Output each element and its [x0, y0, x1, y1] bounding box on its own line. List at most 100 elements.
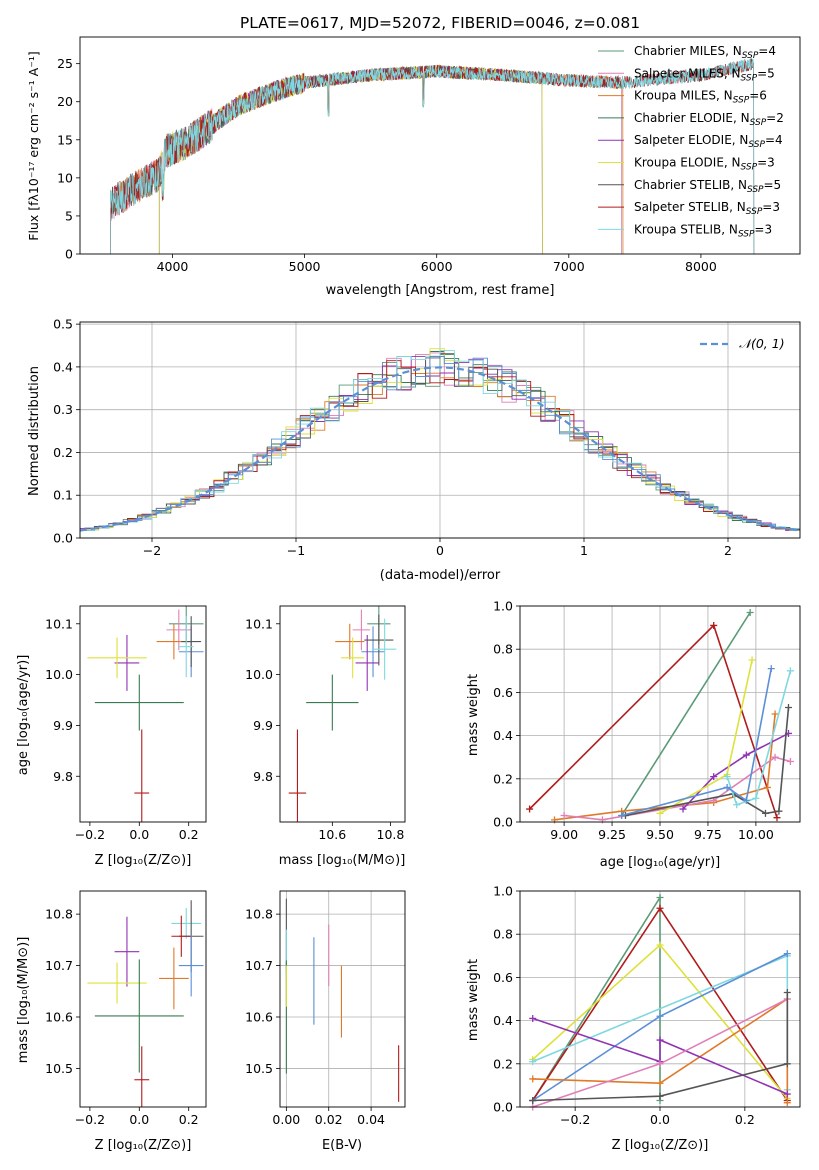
- y-tick-label: 10.7: [45, 958, 73, 973]
- weight-point-marker: [783, 989, 791, 997]
- y-tick-label: 0.1: [53, 488, 73, 503]
- weight-point-marker: [748, 656, 756, 664]
- x-tick-label: 0: [436, 543, 444, 558]
- x-tick-label: −0.2: [560, 1112, 590, 1127]
- y-tick-label: 10: [57, 170, 73, 185]
- weight-point-marker: [656, 904, 664, 912]
- spectrum-ylabel: Flux [fλ10⁻¹⁷ erg cm⁻² s⁻¹ A⁻¹]: [26, 51, 41, 240]
- x-tick-label: 0.2: [179, 827, 199, 842]
- x-tick-label: 6000: [421, 259, 453, 274]
- weight-point-marker: [742, 751, 750, 759]
- weight-point-marker: [786, 667, 794, 675]
- axes-frame: [79, 605, 207, 823]
- weight-point-marker: [775, 807, 783, 815]
- weight-point-marker: [767, 665, 775, 673]
- weight-point-marker: [679, 805, 687, 813]
- x-tick-label: 9.00: [550, 827, 578, 842]
- weight-point-marker: [763, 783, 771, 791]
- mass-Z-xlabel: Z [log₁₀(Z/Z⊙)]: [95, 1138, 192, 1153]
- y-tick-label: 10.0: [245, 667, 273, 682]
- y-tick-label: 10.5: [45, 1061, 73, 1076]
- age-Z-ylabel: age [log₁₀(age/yr)]: [16, 655, 31, 776]
- weight-point-marker: [656, 1036, 664, 1044]
- x-tick-label: −0.2: [75, 827, 105, 842]
- legend-label: 𝒩(0, 1): [739, 336, 785, 351]
- weight-point-marker: [656, 941, 664, 949]
- axes-frame: [519, 890, 801, 1108]
- weight-series-line: [625, 707, 790, 817]
- x-tick-label: 0.00: [272, 1112, 300, 1127]
- x-tick-label: 9.50: [646, 827, 674, 842]
- x-tick-label: 9.75: [694, 827, 722, 842]
- x-tick-label: 0.0: [129, 827, 149, 842]
- weight-point-marker: [529, 1014, 537, 1022]
- y-tick-label: 0.3: [53, 402, 73, 417]
- legend-label: Kroupa STELIB, NSSP=3: [634, 222, 772, 239]
- y-tick-label: 10.6: [45, 1010, 73, 1025]
- y-tick-label: 0.8: [493, 642, 513, 657]
- weight-point-marker: [784, 704, 792, 712]
- weight-vs-age-panel: age [log₁₀(age/yr)] mass weight 9.00 9.25…: [466, 599, 801, 870]
- spectrum-series-line: [110, 64, 624, 254]
- weight-point-marker: [783, 1090, 791, 1098]
- weight-point-marker: [723, 773, 731, 781]
- y-tick-label: 10.1: [245, 616, 273, 631]
- weight-point-marker: [783, 950, 791, 958]
- y-tick-label: 0.4: [493, 728, 513, 743]
- legend-label: Salpeter ELODIE, NSSP=4: [634, 133, 783, 150]
- axes-frame: [519, 605, 801, 823]
- spectrum-series-line: [110, 58, 755, 254]
- residuals-ylabel: Normed distribution: [27, 366, 42, 496]
- y-tick-label: 0.4: [53, 359, 73, 374]
- mass-vs-ebv-panel: E(B-V) 0.00 0.02 0.04 10.5 10.6 10.7 10.8: [245, 890, 406, 1153]
- y-tick-label: 9.9: [253, 718, 273, 733]
- y-tick-label: 0.0: [53, 531, 73, 546]
- x-tick-label: 10.6: [318, 827, 346, 842]
- weight-point-marker: [656, 893, 664, 901]
- histogram-step-line: [84, 356, 800, 531]
- age-mass-xlabel: mass [log₁₀(M/M⊙)]: [279, 853, 406, 868]
- x-tick-label: −2: [143, 543, 161, 558]
- x-tick-label: 4000: [157, 259, 189, 274]
- x-tick-label: −1: [287, 543, 305, 558]
- spectrum-series-line: [158, 65, 543, 254]
- weight-point-marker: [710, 621, 718, 629]
- axes-frame: [279, 605, 406, 823]
- x-tick-label: 8000: [685, 259, 717, 274]
- mass-Z-ylabel: mass [log₁₀(M/M⊙)]: [16, 937, 31, 1064]
- weight-Z-ylabel: mass weight: [466, 959, 481, 1041]
- spectrum-series-line: [158, 65, 543, 254]
- y-tick-label: 0.0: [493, 1100, 513, 1115]
- weight-point-marker: [529, 1058, 537, 1066]
- weight-point-marker: [526, 805, 534, 813]
- weight-series-line: [564, 756, 791, 821]
- weight-series-line: [620, 612, 751, 816]
- weight-point-marker: [656, 1079, 664, 1087]
- spectrum-series-line: [158, 65, 543, 254]
- weight-series-line: [532, 992, 789, 1102]
- weight-age-ylabel: mass weight: [466, 674, 481, 756]
- x-tick-label: 10.8: [377, 827, 405, 842]
- y-tick-label: 1.0: [493, 599, 513, 614]
- legend-label: Chabrier ELODIE, NSSP=2: [634, 111, 784, 128]
- y-tick-label: 0: [65, 247, 73, 262]
- weight-point-marker: [742, 796, 750, 804]
- weight-point-marker: [723, 783, 731, 791]
- y-tick-label: 9.9: [53, 718, 73, 733]
- weight-series-line: [529, 623, 778, 818]
- weight-series-line: [621, 668, 772, 817]
- weight-point-marker: [761, 809, 769, 817]
- legend-label: Salpeter MILES, NSSP=5: [634, 66, 775, 83]
- x-tick-label: 0.04: [357, 1112, 385, 1127]
- legend-label: Kroupa ELODIE, NSSP=3: [634, 156, 775, 173]
- axes-frame: [79, 321, 801, 539]
- weight-series-line: [682, 732, 789, 810]
- weight-point-marker: [783, 1099, 791, 1107]
- residuals-xlabel: (data-model)/error: [380, 568, 501, 583]
- weight-age-xlabel: age [log₁₀(age/yr)]: [600, 855, 721, 870]
- y-tick-label: 15: [57, 132, 73, 147]
- weight-point-marker: [773, 814, 781, 822]
- y-tick-label: 0.2: [493, 1056, 513, 1071]
- weight-point-marker: [656, 809, 664, 817]
